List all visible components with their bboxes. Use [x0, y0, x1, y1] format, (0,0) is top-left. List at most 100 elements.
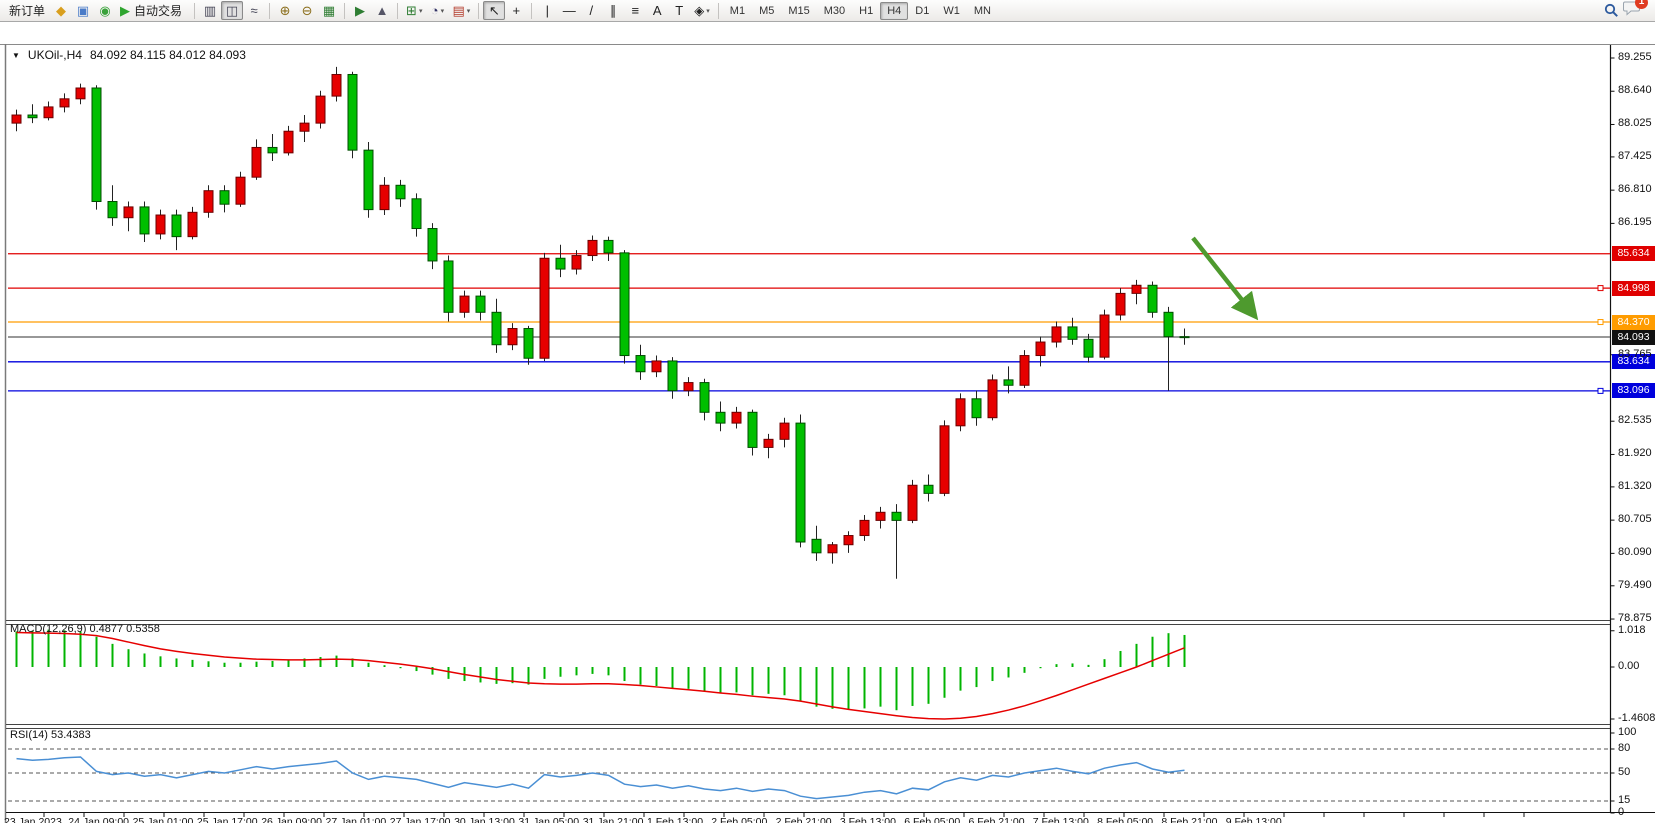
bar-chart-icon[interactable]: ▥ — [199, 1, 221, 20]
tile-windows-icon[interactable]: ▦ — [318, 1, 340, 20]
candle-body — [139, 206, 150, 235]
text-icon: A — [652, 3, 662, 18]
indicators-icon: ▤ — [452, 2, 465, 18]
search-button[interactable] — [1600, 1, 1623, 20]
candle-body — [843, 535, 854, 546]
fibonacci-icon[interactable]: ≡ — [624, 1, 646, 20]
candle-body — [539, 257, 550, 359]
candle-body — [155, 214, 166, 235]
timeframe-w1[interactable]: W1 — [943, 4, 960, 17]
messages-button[interactable]: 1 — [1623, 0, 1648, 21]
text-label-icon[interactable]: T — [668, 1, 690, 20]
vertical-line-icon: | — [545, 3, 549, 18]
arrows-icon[interactable]: ◈ ▾ — [690, 1, 714, 20]
toolbar-separator — [478, 2, 480, 19]
timeframe-m30[interactable]: M30 — [823, 4, 846, 17]
horizontal-line-icon: — — [562, 3, 576, 18]
trend-arrow-annotation[interactable] — [1191, 236, 1259, 321]
fibonacci-icon: ≡ — [631, 3, 640, 18]
profiles-icon: ◔ — [430, 3, 439, 18]
timeframe-m15[interactable]: M15 — [788, 4, 810, 17]
candle-body — [123, 206, 134, 219]
candle-body — [603, 239, 614, 254]
line-handle[interactable] — [1597, 387, 1604, 394]
market-watch-icon: ▣ — [76, 2, 90, 18]
auto-trading-button[interactable]: ▶ 自动交易 — [116, 1, 190, 20]
candle-body — [1035, 341, 1046, 357]
chart-symbol: UKOil-,H4 — [27, 48, 82, 62]
candle-body — [171, 214, 182, 238]
candle-body — [235, 176, 246, 205]
chart-canvas[interactable] — [0, 22, 1655, 823]
toolbar-separator — [717, 2, 719, 19]
candle-body — [1019, 355, 1030, 386]
candle-body — [971, 398, 982, 419]
line-chart-icon: ≈ — [250, 3, 258, 18]
candle-body — [907, 484, 918, 521]
candle-body — [923, 484, 934, 494]
signal-icon[interactable]: ◉ — [94, 1, 116, 20]
chart-window[interactable]: ▼ UKOil-,H4 84.092 84.115 84.012 84.093 … — [0, 22, 1655, 823]
candle-body — [379, 184, 390, 211]
new-chart-icon[interactable]: ⊞ ▾ — [402, 1, 426, 20]
line-handle[interactable] — [1597, 319, 1604, 326]
timeframe-mn[interactable]: MN — [973, 4, 991, 17]
main-toolbar: 新订单 ◆ ▣ ◉ ▶ 自动交易 ▥ ◫ ≈ ⊕ ⊖ ▦ ▶ ▲ ⊞ ▾ ◔ ▾ ▤ ▾ ↖ + | — / ∥ ≡ A T ◈ ▾ M1 M5… — [0, 0, 1655, 22]
timeframe-h1[interactable]: H1 — [859, 4, 874, 17]
candle-body — [299, 122, 310, 132]
auto-trading-icon: ▶ — [120, 2, 131, 18]
candle-body — [411, 198, 422, 230]
candle-body — [395, 184, 406, 200]
candle-body — [1147, 284, 1158, 313]
zoom-out-icon: ⊖ — [301, 2, 313, 18]
new-order-button[interactable]: 新订单 — [9, 4, 46, 18]
market-watch-icon[interactable]: ▣ — [72, 1, 94, 20]
candle-body — [315, 95, 326, 124]
trendline-icon[interactable]: / — [580, 1, 602, 20]
macd-signal-line — [16, 631, 1185, 720]
cursor-icon[interactable]: ↖ — [483, 1, 506, 20]
line-chart-icon[interactable]: ≈ — [243, 1, 265, 20]
rsi-line — [16, 756, 1185, 800]
chevron-down-icon: ▾ — [440, 7, 445, 15]
toolbar-separator — [531, 2, 533, 19]
candle-body — [987, 379, 998, 419]
equidistant-channel-icon: ∥ — [610, 2, 617, 18]
timeframe-h4[interactable]: H4 — [880, 1, 909, 20]
profiles-icon[interactable]: ◔ ▾ — [426, 1, 448, 20]
text-icon[interactable]: A — [646, 1, 668, 20]
candle-body — [651, 360, 662, 373]
chart-window-icon[interactable]: ◆ — [50, 1, 72, 20]
timeframe-m5[interactable]: M5 — [759, 4, 775, 17]
candle-body — [91, 87, 102, 203]
chart-shift-icon[interactable]: ▲ — [371, 1, 393, 20]
tile-windows-icon: ▦ — [322, 2, 336, 18]
candle-body — [459, 295, 470, 313]
line-handle[interactable] — [1597, 285, 1604, 292]
vertical-line-icon[interactable]: | — [536, 1, 558, 20]
timeframe-m1[interactable]: M1 — [729, 4, 746, 17]
crosshair-icon: + — [512, 3, 521, 18]
toolbar-separator — [397, 2, 399, 19]
candlestick-chart-icon[interactable]: ◫ — [221, 1, 244, 20]
auto-scroll-icon: ▶ — [355, 2, 366, 18]
zoom-in-icon[interactable]: ⊕ — [274, 1, 296, 20]
zoom-out-icon[interactable]: ⊖ — [296, 1, 318, 20]
candle-body — [715, 411, 726, 424]
indicators-icon[interactable]: ▤ ▾ — [448, 1, 474, 20]
crosshair-icon[interactable]: + — [505, 1, 527, 20]
auto-scroll-icon[interactable]: ▶ — [349, 1, 371, 20]
timeframe-d1[interactable]: D1 — [915, 4, 930, 17]
equidistant-channel-icon[interactable]: ∥ — [602, 1, 624, 20]
candle-body — [747, 411, 758, 448]
candle-body — [59, 98, 70, 108]
trendline-icon: / — [589, 3, 594, 18]
candle-body — [187, 211, 198, 238]
toolbar-separator — [194, 2, 196, 19]
candle-body — [1131, 284, 1142, 294]
candle-body — [827, 544, 838, 554]
chevron-down-icon: ▾ — [706, 7, 710, 15]
candle-body — [1099, 314, 1110, 358]
horizontal-line-icon[interactable]: — — [558, 1, 580, 20]
collapse-icon[interactable]: ▼ — [12, 50, 20, 60]
